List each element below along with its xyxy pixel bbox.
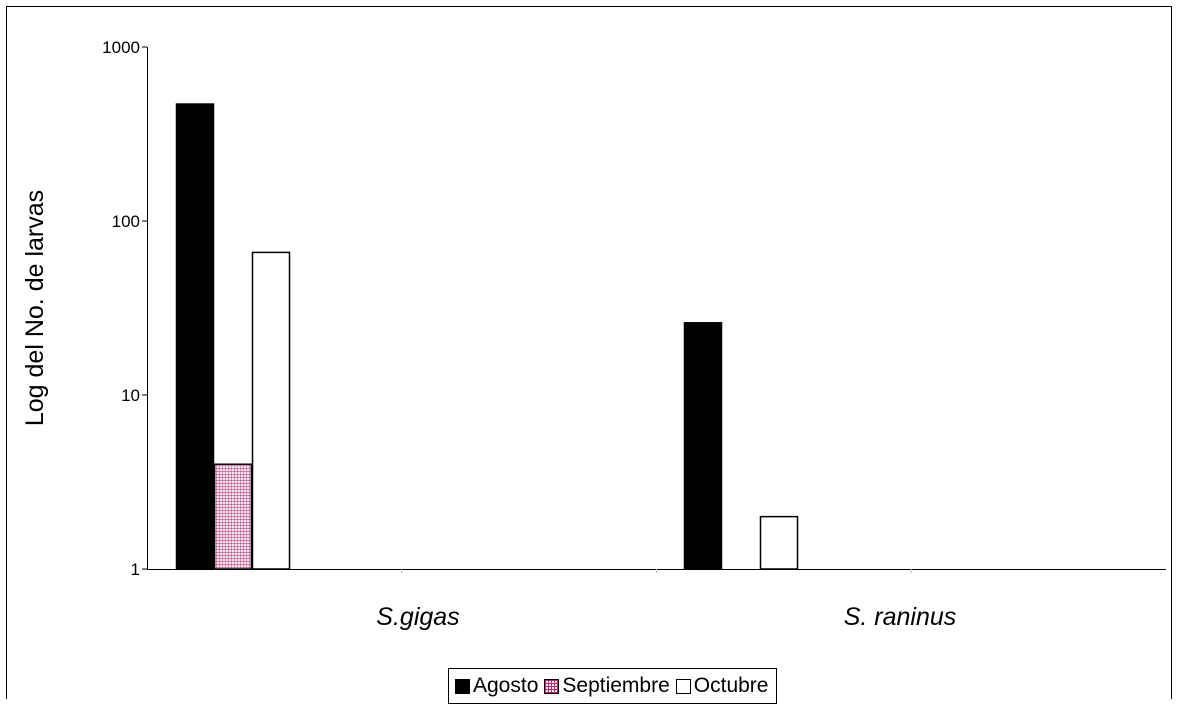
legend-swatch-septiembre (544, 678, 560, 694)
legend-item-septiembre: Septiembre (544, 674, 670, 698)
y-tick-label: 10 (121, 386, 140, 405)
y-tick-label: 1000 (102, 38, 140, 57)
bars-group (175, 103, 799, 570)
bar-octubre (759, 515, 799, 570)
bar-agosto (175, 103, 215, 570)
y-tick-label: 100 (112, 212, 140, 231)
legend: Agosto Septiembre Octubre (448, 668, 778, 704)
x-category-label: S. raninus (844, 603, 957, 631)
bar-septiembre (213, 463, 253, 570)
bar-agosto (683, 322, 723, 570)
x-category-label: S.gigas (376, 603, 459, 631)
axes-group (147, 47, 1166, 570)
y-axis-title: Log del No. de larvas (21, 190, 49, 426)
ticks-group: 1 10 100 1000 S.gigas S. raninus (102, 38, 956, 631)
bar-octubre (251, 251, 291, 570)
legend-label-septiembre: Septiembre (562, 674, 670, 697)
legend-swatch-octubre (675, 678, 691, 694)
legend-label-octubre: Octubre (693, 674, 769, 697)
legend-label-agosto: Agosto (473, 674, 539, 697)
legend-swatch-agosto (455, 678, 470, 694)
legend-item-agosto: Agosto (455, 674, 538, 698)
legend-item-octubre: Octubre (675, 674, 769, 698)
y-tick-label: 1 (131, 560, 140, 579)
